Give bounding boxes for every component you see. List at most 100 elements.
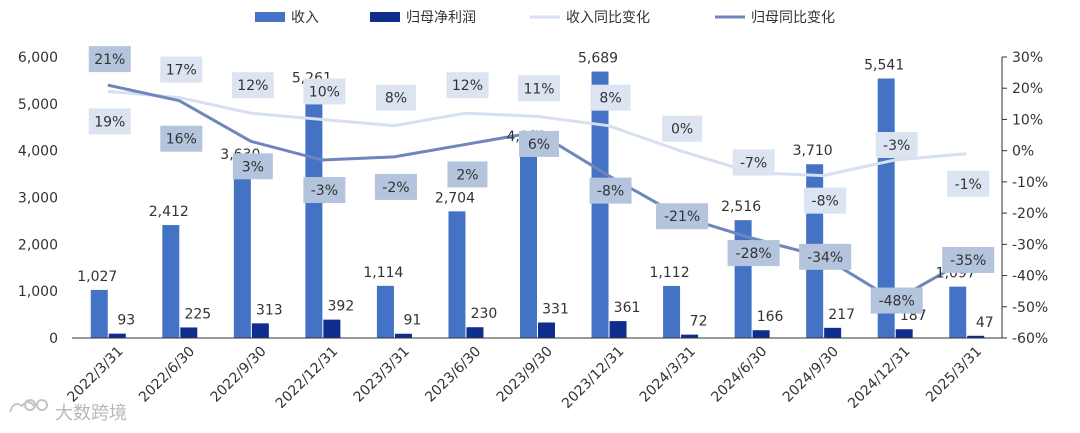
revenue-yoy-label-box — [947, 170, 990, 197]
profit-yoy-label: 16% — [166, 132, 197, 148]
revenue-yoy-label: 0% — [671, 122, 693, 138]
revenue-bar — [90, 289, 108, 338]
revenue-yoy-label: -3% — [883, 138, 910, 154]
left-tick-label: 1,000 — [18, 284, 58, 300]
profit-value-label: 225 — [184, 306, 211, 322]
legend: 收入 归母净利润 收入同比变化 归母同比变化 — [255, 9, 835, 26]
right-axis: -60% -50% -40% -30% -20% -10% 0% 10% 20% 30% — [1001, 50, 1048, 347]
watermark-text: 大数跨境 — [55, 403, 127, 424]
category-label: 2023/6/30 — [422, 344, 484, 406]
profit-yoy-label: -21% — [664, 209, 700, 225]
revenue-bar — [162, 225, 180, 338]
profit-yoy-label: -28% — [736, 246, 772, 262]
revenue-yoy-label-box — [375, 84, 416, 111]
profit-bar — [323, 319, 341, 338]
revenue-bar — [305, 91, 323, 338]
revenue-value-label: 5,689 — [578, 51, 618, 67]
category-label: 2022/6/30 — [136, 344, 198, 406]
revenue-yoy-label: 8% — [599, 91, 621, 107]
revenue-yoy-label-box — [590, 84, 631, 111]
profit-yoy-label: -8% — [597, 184, 624, 200]
data-labels: 1,027932,4122253,6303135,2613921,114912,… — [77, 46, 995, 331]
revenue-value-label: 2,412 — [149, 204, 189, 220]
profit-yoy-label: 6% — [528, 137, 550, 153]
category-label: 2024/3/31 — [637, 344, 699, 406]
right-tick-label: -40% — [1012, 269, 1048, 285]
category-label: 2024/9/30 — [780, 344, 842, 406]
revenue-value-label: 1,114 — [363, 265, 403, 281]
revenue-bar — [591, 71, 609, 338]
profit-yoy-label-box — [374, 173, 417, 200]
left-tick-label: 3,000 — [18, 191, 58, 207]
revenue-yoy-label-box — [303, 78, 346, 105]
profit-value-label: 331 — [542, 301, 569, 317]
category-label: 2025/3/31 — [923, 344, 985, 406]
legend-label-2: 收入同比变化 — [566, 10, 650, 26]
profit-yoy-label: -34% — [807, 250, 843, 266]
revenue-yoy-label-box — [804, 187, 847, 214]
revenue-yoy-label: 12% — [452, 78, 483, 94]
legend-label-1: 归母净利润 — [406, 9, 476, 26]
revenue-yoy-line — [107, 89, 967, 178]
category-label: 2024/12/31 — [845, 344, 913, 412]
revenue-yoy-label-box — [875, 132, 918, 159]
profit-yoy-label-box — [727, 240, 780, 267]
category-label: 2023/12/31 — [559, 344, 627, 412]
profit-bar — [967, 335, 985, 338]
revenue-yoy-label-box — [662, 115, 703, 142]
right-tick-label: 20% — [1012, 81, 1043, 97]
category-label: 2022/3/31 — [65, 344, 127, 406]
profit-bar — [895, 329, 913, 338]
profit-value-label: 313 — [256, 302, 283, 318]
x-axis: 2022/3/31 2022/6/30 2022/9/30 2022/12/31 202… — [65, 337, 1002, 412]
category-label: 2024/6/30 — [708, 344, 770, 406]
left-axis: 0 1,000 2,000 3,000 4,000 5,000 6,000 — [18, 50, 58, 347]
revenue-yoy-label-box — [732, 149, 775, 176]
right-tick-label: -20% — [1012, 206, 1048, 222]
profit-yoy-label-box — [870, 287, 923, 314]
profit-value-label: 91 — [404, 313, 422, 329]
profit-yoy-label-box — [519, 130, 559, 157]
right-tick-label: -10% — [1012, 175, 1048, 191]
profit-bar — [609, 321, 627, 338]
profit-yoy-label-box — [799, 243, 852, 270]
profit-value-label: 166 — [757, 309, 784, 325]
revenue-value-label: 2,516 — [721, 199, 761, 215]
legend-label-3: 归母同比变化 — [751, 9, 835, 26]
revenue-yoy-label-box — [518, 75, 560, 102]
profit-bar — [251, 323, 269, 338]
bars — [90, 71, 985, 339]
revenue-bar — [233, 167, 251, 338]
profit-value-label: 93 — [117, 313, 135, 329]
revenue-value-label: 5,541 — [864, 57, 904, 73]
profit-yoy-label-box — [232, 153, 273, 180]
revenue-bar — [520, 149, 537, 338]
right-tick-label: 30% — [1012, 50, 1043, 66]
profit-yoy-label: 2% — [456, 167, 478, 183]
profit-yoy-label: 21% — [94, 52, 125, 68]
legend-label-0: 收入 — [291, 10, 319, 26]
left-tick-label: 5,000 — [18, 97, 58, 113]
revenue-yoy-label: 12% — [237, 78, 268, 94]
revenue-bar — [949, 286, 967, 338]
profit-bar — [681, 334, 699, 338]
revenue-yoy-label: 11% — [523, 81, 554, 97]
right-tick-label: -50% — [1012, 300, 1048, 316]
left-tick-label: 2,000 — [18, 237, 58, 253]
profit-yoy-label-box — [656, 203, 709, 230]
revenue-yoy-label: 17% — [166, 63, 197, 79]
profit-yoy-label-box — [160, 125, 203, 152]
revenue-bar — [376, 285, 394, 338]
profit-bar — [538, 322, 555, 338]
profit-value-label: 72 — [690, 314, 708, 330]
watermark-logo-icon — [9, 399, 48, 413]
category-label: 2023/9/30 — [494, 344, 556, 406]
category-label: 2023/3/31 — [351, 344, 413, 406]
right-tick-label: -30% — [1012, 237, 1048, 253]
profit-bar — [394, 333, 412, 338]
legend-swatch-0 — [255, 12, 285, 22]
profit-yoy-label-box — [88, 46, 131, 73]
category-label: 2022/9/30 — [208, 344, 270, 406]
revenue-yoy-label-box — [88, 108, 131, 135]
